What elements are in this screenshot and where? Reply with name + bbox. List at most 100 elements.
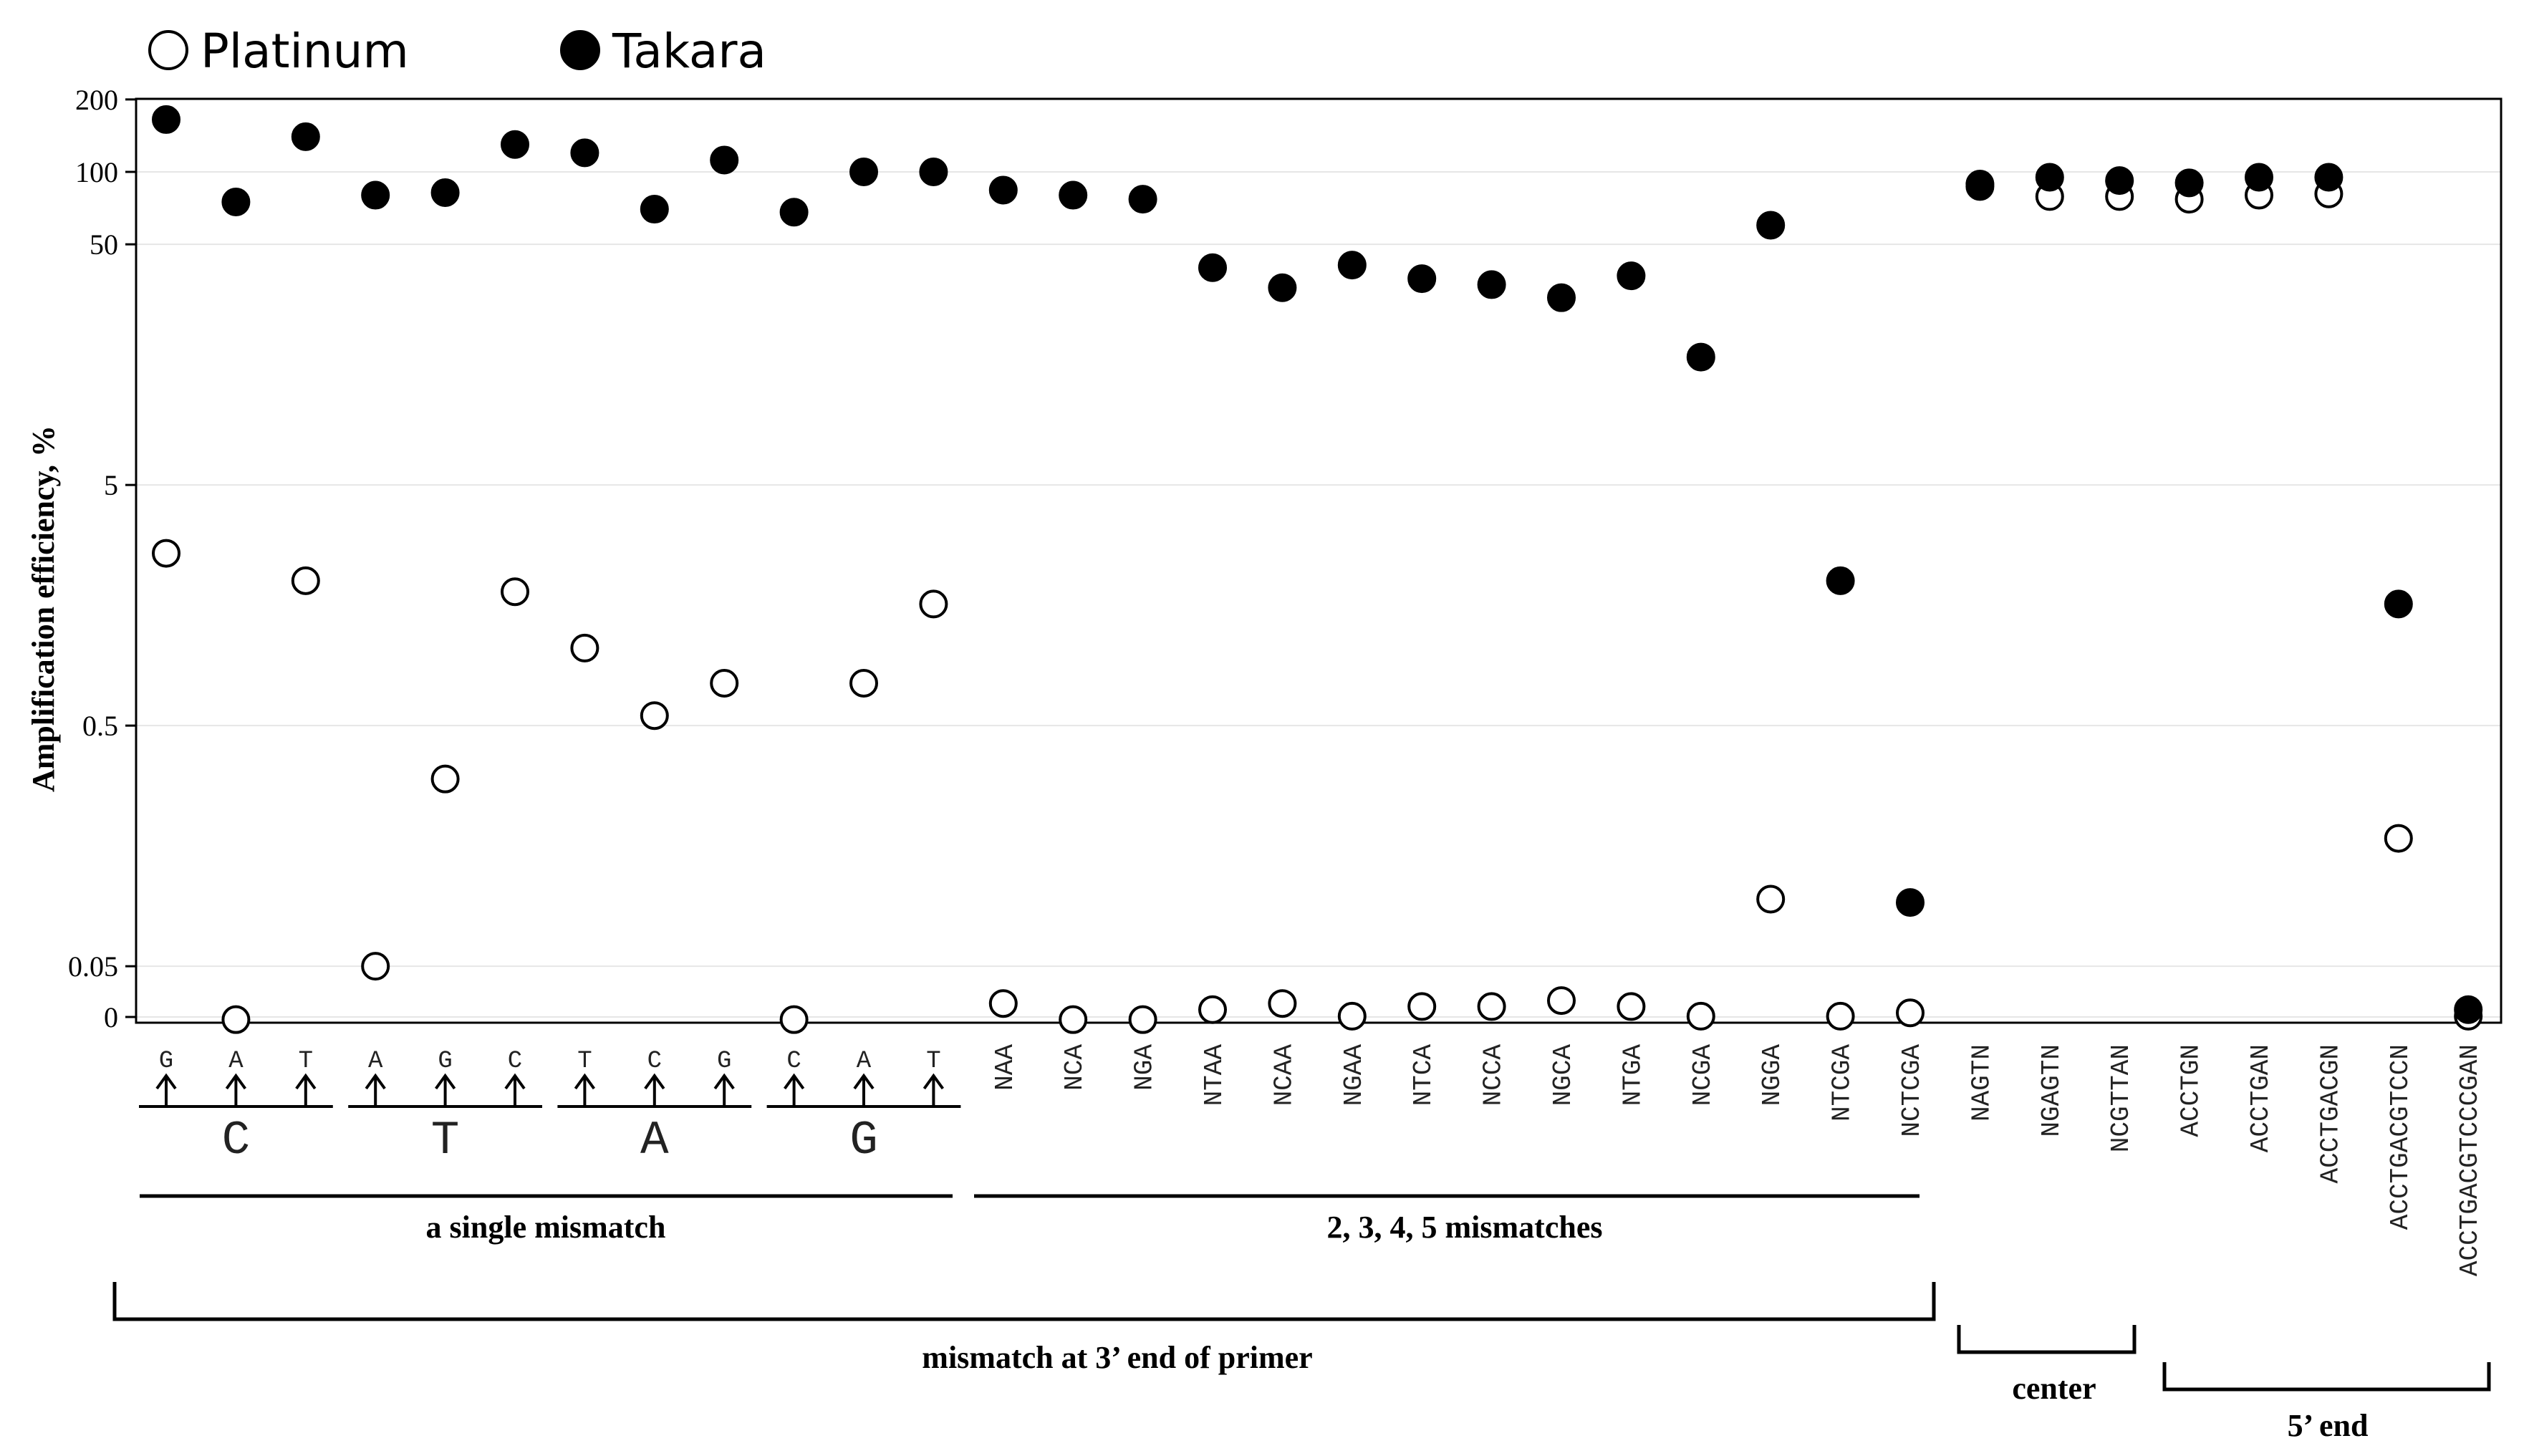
legend-marker-platinum [148, 30, 188, 70]
point-platinum [640, 701, 669, 731]
arrow-head [295, 1073, 317, 1090]
legend: Platinum Takara [148, 24, 766, 79]
point-platinum [919, 589, 948, 619]
point-platinum [849, 668, 878, 698]
point-takara [849, 158, 878, 186]
point-platinum [1756, 884, 1786, 914]
point-platinum [1477, 992, 1506, 1021]
x-tick-label: NCAA [1269, 1044, 1299, 1107]
point-platinum [221, 1005, 251, 1034]
y-axis-ticks: 200 100 50 5 0.5 0.05 0 [68, 84, 136, 1033]
y-tick-label: 50 [90, 228, 118, 261]
nucleotide-group-label: A [640, 1114, 669, 1167]
arrow-head [365, 1073, 386, 1090]
point-platinum [1896, 998, 1925, 1028]
x-tick-label: NAGTN [1967, 1044, 1996, 1122]
x-tick-label: A [368, 1048, 383, 1075]
x-tick-label: NGGA [1758, 1044, 1787, 1107]
point-takara [501, 130, 529, 159]
x-tick-label: G [159, 1048, 173, 1075]
x-tick-label: A [228, 1048, 244, 1075]
point-platinum [779, 1005, 809, 1034]
x-tick-label: NGA [1130, 1044, 1160, 1091]
y-tick-label: 0 [104, 1001, 118, 1033]
point-takara [1965, 170, 1995, 199]
point-takara [1337, 251, 1367, 280]
x-tick-label: NGAGTN [2037, 1044, 2066, 1137]
point-takara [1547, 283, 1576, 312]
point-platinum [2384, 824, 2413, 853]
arrow-head [783, 1073, 805, 1090]
point-platinum [570, 633, 599, 662]
point-takara [2174, 168, 2204, 198]
x-axis-labels: G A T A G C T C G C A T NAA NCA NGA NTAA NCAA NGAA NTCA NCC… [139, 1044, 2485, 1276]
point-takara [2245, 163, 2273, 192]
point-takara [1407, 264, 1437, 294]
point-takara [1059, 180, 1088, 210]
point-takara [1268, 273, 1297, 302]
point-takara [1198, 253, 1227, 282]
point-platinum [1128, 1005, 1157, 1034]
point-platinum [1407, 992, 1437, 1021]
point-takara [1826, 566, 1855, 595]
point-platinum [430, 764, 460, 794]
label-single-mismatch: a single mismatch [426, 1210, 666, 1245]
x-tick-label: NCGA [1688, 1044, 1718, 1107]
bracket-three-prime [112, 1282, 1936, 1321]
point-platinum [1337, 1001, 1367, 1031]
y-tick-label: 200 [75, 84, 118, 116]
x-tick-label: C [786, 1048, 801, 1075]
group-brackets: a single mismatch 2, 3, 4, 5 mismatches … [112, 1194, 2491, 1443]
point-takara [361, 180, 390, 210]
point-platinum [1547, 986, 1576, 1016]
point-takara [640, 195, 669, 224]
y-axis-label: Amplification efficiency, % [26, 425, 61, 792]
point-takara [430, 178, 460, 207]
x-tick-label: NAA [991, 1044, 1020, 1091]
arrow-head [434, 1073, 456, 1090]
x-tick-label: G [717, 1048, 731, 1075]
point-takara [919, 158, 948, 186]
point-takara [221, 187, 251, 216]
x-tick-label: NCGTTAN [2106, 1044, 2136, 1152]
arrow-head [713, 1073, 735, 1090]
y-tick-label: 5 [104, 469, 118, 501]
point-takara [291, 122, 320, 151]
point-takara [2035, 163, 2064, 192]
point-takara [2105, 166, 2134, 196]
x-tick-label: ACCTGN [2177, 1044, 2206, 1137]
label-multi-mismatch: 2, 3, 4, 5 mismatches [1327, 1210, 1603, 1245]
x-tick-label: C [647, 1048, 662, 1075]
x-tick-label: NTCA [1409, 1044, 1438, 1107]
point-takara [1477, 270, 1506, 299]
point-takara [2384, 589, 2413, 619]
point-takara [988, 175, 1018, 205]
y-tick-label: 0.5 [82, 710, 118, 742]
y-tick-label: 100 [75, 156, 118, 188]
legend-label-takara: Takara [612, 24, 766, 79]
bracket-five-prime [2162, 1362, 2491, 1392]
point-platinum [152, 539, 180, 568]
bracket-center [1957, 1325, 2137, 1354]
point-platinum [988, 989, 1018, 1018]
point-takara [1686, 342, 1715, 372]
arrow-head [155, 1073, 177, 1090]
plot-area [135, 97, 2503, 1024]
point-platinum [710, 668, 739, 698]
point-takara [779, 198, 809, 227]
point-platinum [1826, 1001, 1855, 1031]
point-platinum [1268, 989, 1297, 1018]
point-platinum [291, 566, 320, 595]
x-tick-label: ACCTGACGTCCCGAN [2455, 1044, 2485, 1276]
x-tick-label: T [577, 1048, 592, 1075]
x-tick-label: NCA [1060, 1044, 1089, 1091]
data-points [152, 105, 2483, 1034]
x-tick-label: A [857, 1048, 872, 1075]
point-platinum [1686, 1001, 1715, 1031]
x-tick-label: T [299, 1048, 313, 1075]
x-tick-label: C [508, 1048, 522, 1075]
point-takara [2314, 163, 2344, 192]
label-three-prime: mismatch at 3’ end of primer [922, 1340, 1312, 1375]
point-platinum [361, 952, 390, 981]
